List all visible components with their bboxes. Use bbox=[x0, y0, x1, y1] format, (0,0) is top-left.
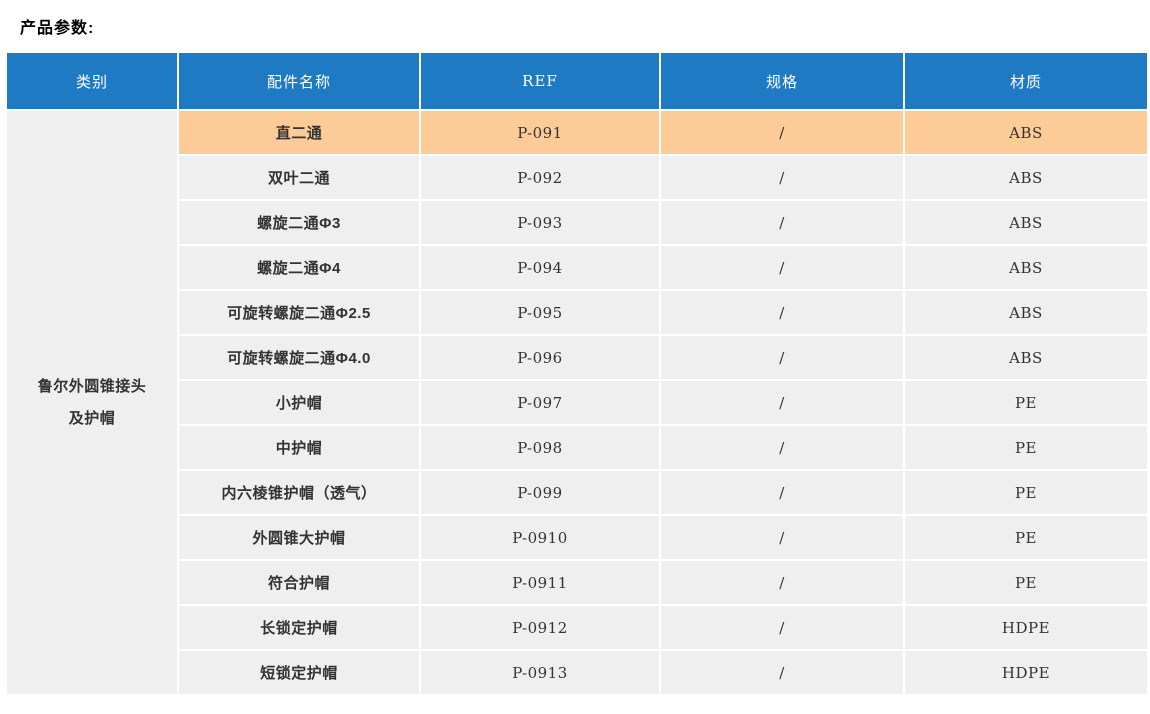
cell-material: ABS bbox=[903, 334, 1149, 381]
cell-material: ABS bbox=[903, 109, 1149, 156]
cell-part-name: 直二通 bbox=[177, 109, 421, 156]
cell-ref: P-0910 bbox=[419, 514, 661, 561]
cell-spec: / bbox=[659, 289, 905, 336]
cell-part-name: 外圆锥大护帽 bbox=[177, 514, 421, 561]
header-ref: REF bbox=[419, 51, 661, 111]
cell-material: PE bbox=[903, 379, 1149, 426]
table-row: 鲁尔外圆锥接头及护帽 直二通 P-091 / ABS bbox=[5, 109, 1149, 696]
cell-ref: P-091 bbox=[419, 109, 661, 156]
category-cell: 鲁尔外圆锥接头及护帽 bbox=[5, 109, 179, 696]
cell-part-name: 可旋转螺旋二通Φ4.0 bbox=[177, 334, 421, 381]
cell-material: ABS bbox=[903, 289, 1149, 336]
table-row: 内六棱锥护帽（透气） P-099 / PE bbox=[6, 469, 1149, 516]
cell-part-name: 内六棱锥护帽（透气） bbox=[177, 469, 421, 516]
cell-part-name: 长锁定护帽 bbox=[177, 604, 421, 651]
product-params-table: 类别 配件名称 REF 规格 材质 鲁尔外圆锥接头及护帽 直二通 P-091 / … bbox=[5, 51, 1149, 696]
cell-material: HDPE bbox=[903, 604, 1149, 651]
cell-spec: / bbox=[659, 199, 905, 246]
table-body: 鲁尔外圆锥接头及护帽 直二通 P-091 / ABS 双叶二通 P-092 / A… bbox=[5, 109, 1149, 696]
cell-material: PE bbox=[903, 559, 1149, 606]
cell-spec: / bbox=[659, 514, 905, 561]
cell-material: ABS bbox=[903, 199, 1149, 246]
cell-material: PE bbox=[903, 424, 1149, 471]
cell-part-name: 符合护帽 bbox=[177, 559, 421, 606]
table-row: 符合护帽 P-0911 / PE bbox=[6, 559, 1149, 606]
cell-ref: P-094 bbox=[419, 244, 661, 291]
cell-part-name: 双叶二通 bbox=[177, 154, 421, 201]
cell-material: ABS bbox=[903, 154, 1149, 201]
header-material: 材质 bbox=[903, 51, 1149, 111]
cell-material: PE bbox=[903, 469, 1149, 516]
table-row: 短锁定护帽 P-0913 / HDPE bbox=[6, 649, 1149, 696]
table-row: 可旋转螺旋二通Φ4.0 P-096 / ABS bbox=[6, 334, 1149, 381]
table-row: 双叶二通 P-092 / ABS bbox=[6, 154, 1149, 201]
cell-part-name: 螺旋二通Φ3 bbox=[177, 199, 421, 246]
cell-material: HDPE bbox=[903, 649, 1149, 696]
cell-ref: P-098 bbox=[419, 424, 661, 471]
table-row: 中护帽 P-098 / PE bbox=[6, 424, 1149, 471]
cell-spec: / bbox=[659, 649, 905, 696]
cell-ref: P-0912 bbox=[419, 604, 661, 651]
cell-spec: / bbox=[659, 604, 905, 651]
header-spec: 规格 bbox=[659, 51, 905, 111]
cell-part-name: 短锁定护帽 bbox=[177, 649, 421, 696]
cell-spec: / bbox=[659, 379, 905, 426]
cell-ref: P-0913 bbox=[419, 649, 661, 696]
header-category: 类别 bbox=[5, 51, 179, 111]
page-title: 产品参数: bbox=[20, 20, 95, 37]
cell-spec: / bbox=[659, 154, 905, 201]
cell-spec: / bbox=[659, 559, 905, 606]
cell-spec: / bbox=[659, 109, 905, 156]
table-row: 外圆锥大护帽 P-0910 / PE bbox=[6, 514, 1149, 561]
header-row: 类别 配件名称 REF 规格 材质 bbox=[5, 51, 1149, 111]
category-label: 鲁尔外圆锥接头及护帽 bbox=[37, 378, 147, 427]
cell-ref: P-092 bbox=[419, 154, 661, 201]
table-row: 长锁定护帽 P-0912 / HDPE bbox=[6, 604, 1149, 651]
cell-spec: / bbox=[659, 469, 905, 516]
table-row: 小护帽 P-097 / PE bbox=[6, 379, 1149, 426]
table-row: 螺旋二通Φ3 P-093 / ABS bbox=[6, 199, 1149, 246]
cell-ref: P-0911 bbox=[419, 559, 661, 606]
cell-ref: P-093 bbox=[419, 199, 661, 246]
cell-ref: P-097 bbox=[419, 379, 661, 426]
cell-material: ABS bbox=[903, 244, 1149, 291]
cell-part-name: 中护帽 bbox=[177, 424, 421, 471]
cell-ref: P-095 bbox=[419, 289, 661, 336]
header-part-name: 配件名称 bbox=[177, 51, 421, 111]
cell-material: PE bbox=[903, 514, 1149, 561]
cell-spec: / bbox=[659, 424, 905, 471]
table-row: 可旋转螺旋二通Φ2.5 P-095 / ABS bbox=[6, 289, 1149, 336]
cell-spec: / bbox=[659, 244, 905, 291]
cell-part-name: 小护帽 bbox=[177, 379, 421, 426]
cell-part-name: 可旋转螺旋二通Φ2.5 bbox=[177, 289, 421, 336]
cell-ref: P-099 bbox=[419, 469, 661, 516]
cell-ref: P-096 bbox=[419, 334, 661, 381]
cell-part-name: 螺旋二通Φ4 bbox=[177, 244, 421, 291]
cell-spec: / bbox=[659, 334, 905, 381]
table-row: 螺旋二通Φ4 P-094 / ABS bbox=[6, 244, 1149, 291]
table-header: 类别 配件名称 REF 规格 材质 bbox=[5, 51, 1149, 111]
